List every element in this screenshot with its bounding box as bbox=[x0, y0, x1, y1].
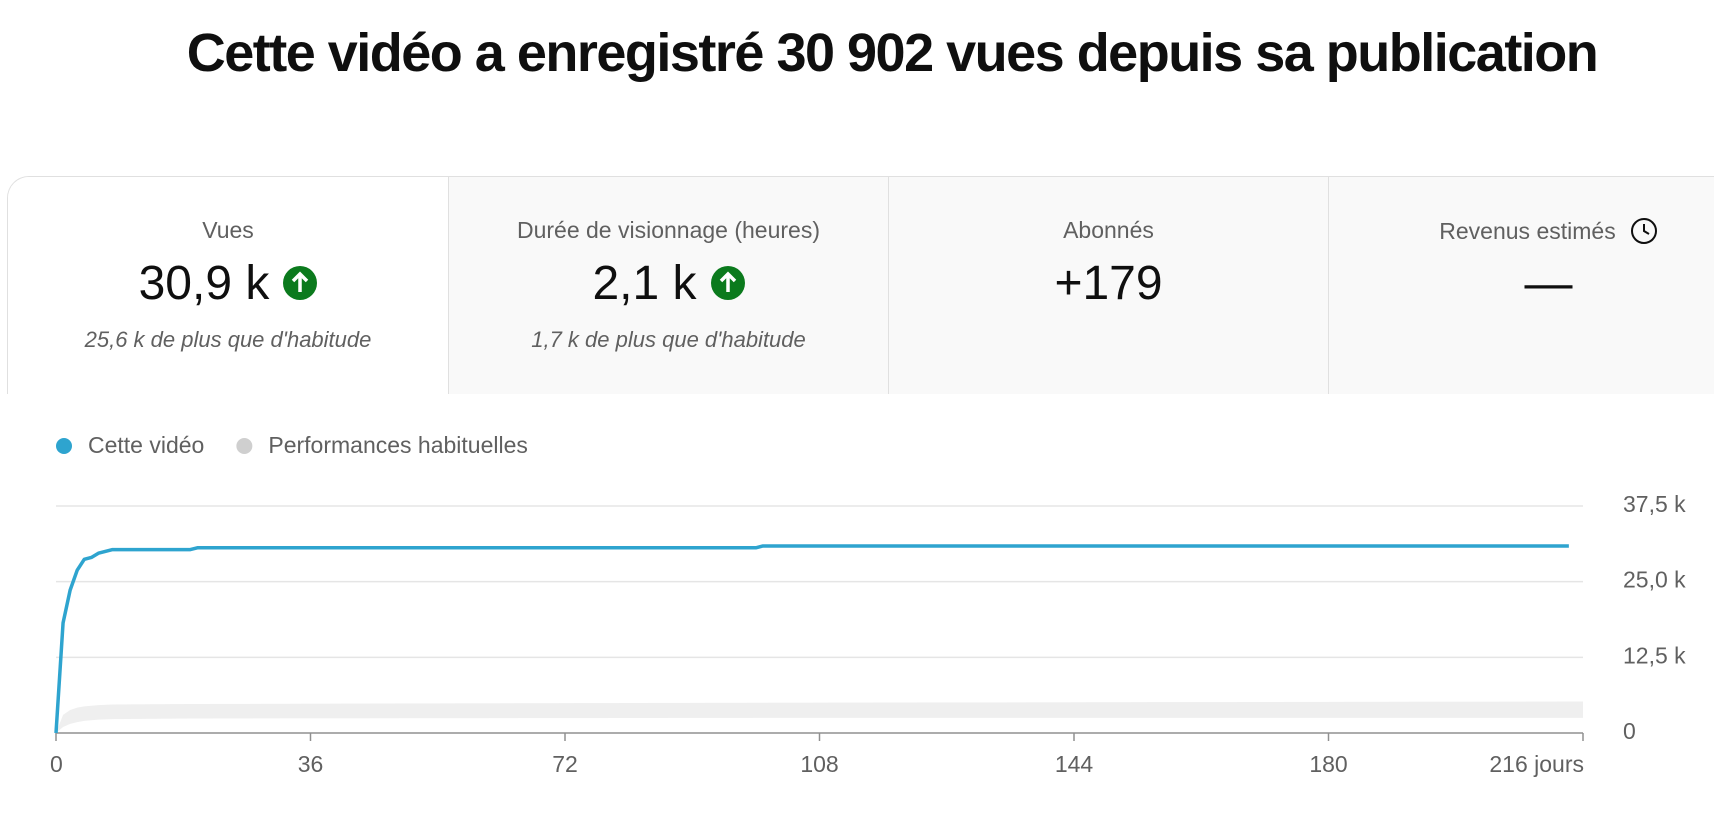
chart: Cette vidéo Performances habituelles 0 12,5… bbox=[50, 432, 1686, 777]
band bbox=[56, 701, 1583, 733]
x-tick-label: 108 bbox=[800, 751, 838, 777]
x-tick-label: 180 bbox=[1309, 751, 1347, 777]
legend-dot bbox=[56, 438, 72, 454]
legend-label: Performances habituelles bbox=[268, 432, 528, 458]
metric-value: — bbox=[1524, 256, 1573, 310]
up-icon bbox=[710, 266, 745, 300]
x-tick-label: 0 bbox=[50, 751, 63, 777]
metric-card[interactable]: Durée de visionnage (heures) 2,1 k 1,7 k… bbox=[448, 177, 888, 394]
x-tick-label: 144 bbox=[1055, 751, 1094, 777]
metric-card[interactable]: Revenus estimés — bbox=[1328, 177, 1714, 394]
clock-icon[interactable] bbox=[1630, 217, 1658, 245]
x-tick-label: 216 jours bbox=[1489, 751, 1584, 777]
x-tick-label: 72 bbox=[552, 751, 578, 777]
metric-note: 25,6 k de plus que d'habitude bbox=[84, 327, 372, 352]
metric-note: 1,7 k de plus que d'habitude bbox=[531, 327, 806, 352]
page-title: Cette vidéo a enregistré 30 902 vues dep… bbox=[186, 23, 1599, 83]
metric-value: +179 bbox=[1054, 256, 1163, 310]
metric-cards: Vues 30,9 k 25,6 k de plus que d'habitud… bbox=[7, 176, 1714, 394]
metric-label: Abonnés bbox=[1063, 217, 1154, 243]
metric-label: Vues bbox=[202, 217, 254, 243]
metric-card[interactable]: Abonnés +179 bbox=[888, 177, 1328, 394]
metric-value: 30,9 k bbox=[138, 256, 270, 310]
up-icon bbox=[283, 266, 318, 300]
y-tick-label: 12,5 k bbox=[1623, 642, 1686, 668]
line bbox=[54, 544, 1569, 734]
metric-card[interactable]: Vues 30,9 k 25,6 k de plus que d'habitud… bbox=[8, 177, 448, 394]
metric-value: 2,1 k bbox=[592, 256, 697, 310]
x-tick-label: 36 bbox=[298, 751, 324, 777]
metric-label: Durée de visionnage (heures) bbox=[516, 217, 820, 243]
y-tick-label: 37,5 k bbox=[1623, 491, 1686, 517]
legend-label: Cette vidéo bbox=[88, 432, 204, 458]
metric-label: Revenus estimés bbox=[1439, 217, 1616, 244]
y-tick-label: 0 bbox=[1623, 718, 1636, 744]
y-tick-label: 25,0 k bbox=[1623, 567, 1686, 593]
legend-dot bbox=[236, 438, 253, 454]
